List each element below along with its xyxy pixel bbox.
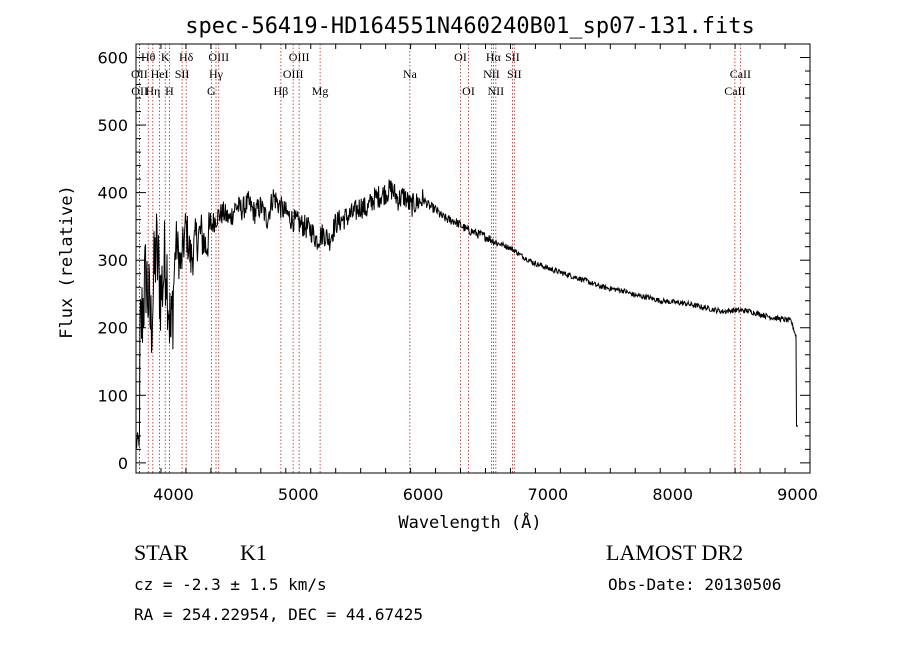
object-class: STAR (134, 540, 189, 565)
spectral-line-label-8: Hδ (179, 50, 194, 64)
y-tick-label-3: 300 (97, 251, 128, 270)
coordinates-text: RA = 254.22954, DEC = 44.67425 (134, 605, 423, 624)
x-tick-label-3: 7000 (528, 485, 569, 504)
x-tick-label-2: 6000 (403, 485, 444, 504)
spectral-line-label-17: OI (454, 50, 467, 64)
spectral-line-label-14: OIII (289, 50, 310, 64)
x-tick-label-5: 9000 (777, 485, 818, 504)
y-axis-label: Flux (relative) (57, 185, 77, 339)
x-axis: 4000 5000 6000 7000 8000 9000 (135, 44, 818, 504)
x-axis-label: Wavelength (Å) (398, 511, 541, 533)
spectral-line-label-11: OIII (208, 50, 229, 64)
survey-name: LAMOST DR2 (606, 540, 743, 565)
y-tick-label-4: 400 (97, 184, 128, 203)
spectral-line-label-21: NII (488, 84, 505, 98)
spectral-line-label-23: SII (507, 67, 522, 81)
y-tick-label-1: 100 (97, 386, 128, 405)
spectral-line-label-16: Na (403, 67, 418, 81)
spectrum-line (135, 179, 798, 449)
spectral-line-label-12: Hβ (274, 84, 289, 98)
y-tick-label-0: 0 (118, 454, 128, 473)
y-axis: 0 100 200 300 400 500 600 (97, 49, 810, 473)
spectral-line-label-4: HeI (151, 67, 169, 81)
spectral-line-label-15: Mg (312, 84, 329, 98)
spectral-line-label-22: SII (505, 50, 520, 64)
spectral-line-label-19: NII (483, 67, 500, 81)
spectral-line-label-0: OII (131, 67, 148, 81)
spectral-line-label-6: H (165, 84, 174, 98)
spectral-line-markers (138, 44, 741, 473)
spectral-line-label-13: OIII (283, 67, 304, 81)
redshift-text: cz = -2.3 ± 1.5 km/s (134, 575, 327, 594)
spectral-line-label-20: Hα (486, 50, 502, 64)
y-tick-label-5: 500 (97, 116, 128, 135)
spectral-line-label-1: OII (131, 84, 148, 98)
x-tick-label-1: 5000 (278, 485, 319, 504)
observation-date: Obs-Date: 20130506 (608, 575, 781, 594)
spectral-line-label-25: CaII (730, 67, 751, 81)
y-tick-label-2: 200 (97, 319, 128, 338)
spectral-line-label-3: Hη (145, 84, 160, 98)
spectral-line-label-2: Hθ (141, 50, 156, 64)
spectral-line-label-9: G (207, 84, 216, 98)
x-tick-label-4: 8000 (652, 485, 693, 504)
spectral-line-label-24: CaII (724, 84, 745, 98)
spectral-line-label-7: SII (175, 67, 190, 81)
x-tick-label-0: 4000 (153, 485, 194, 504)
spectral-line-label-10: Hγ (209, 67, 224, 81)
spectral-line-label-5: K (161, 50, 170, 64)
object-subclass: K1 (240, 540, 267, 565)
chart-title: spec-56419-HD164551N460240B01_sp07-131.f… (185, 14, 755, 39)
y-tick-label-6: 600 (97, 49, 128, 68)
plot-frame (135, 43, 811, 474)
spectral-line-label-18: OI (462, 84, 475, 98)
spectral-line-labels: OIIOIIHθHηHeIKHSIIHδGHγOIIIHβOIIIOIIIMgN… (131, 50, 751, 98)
